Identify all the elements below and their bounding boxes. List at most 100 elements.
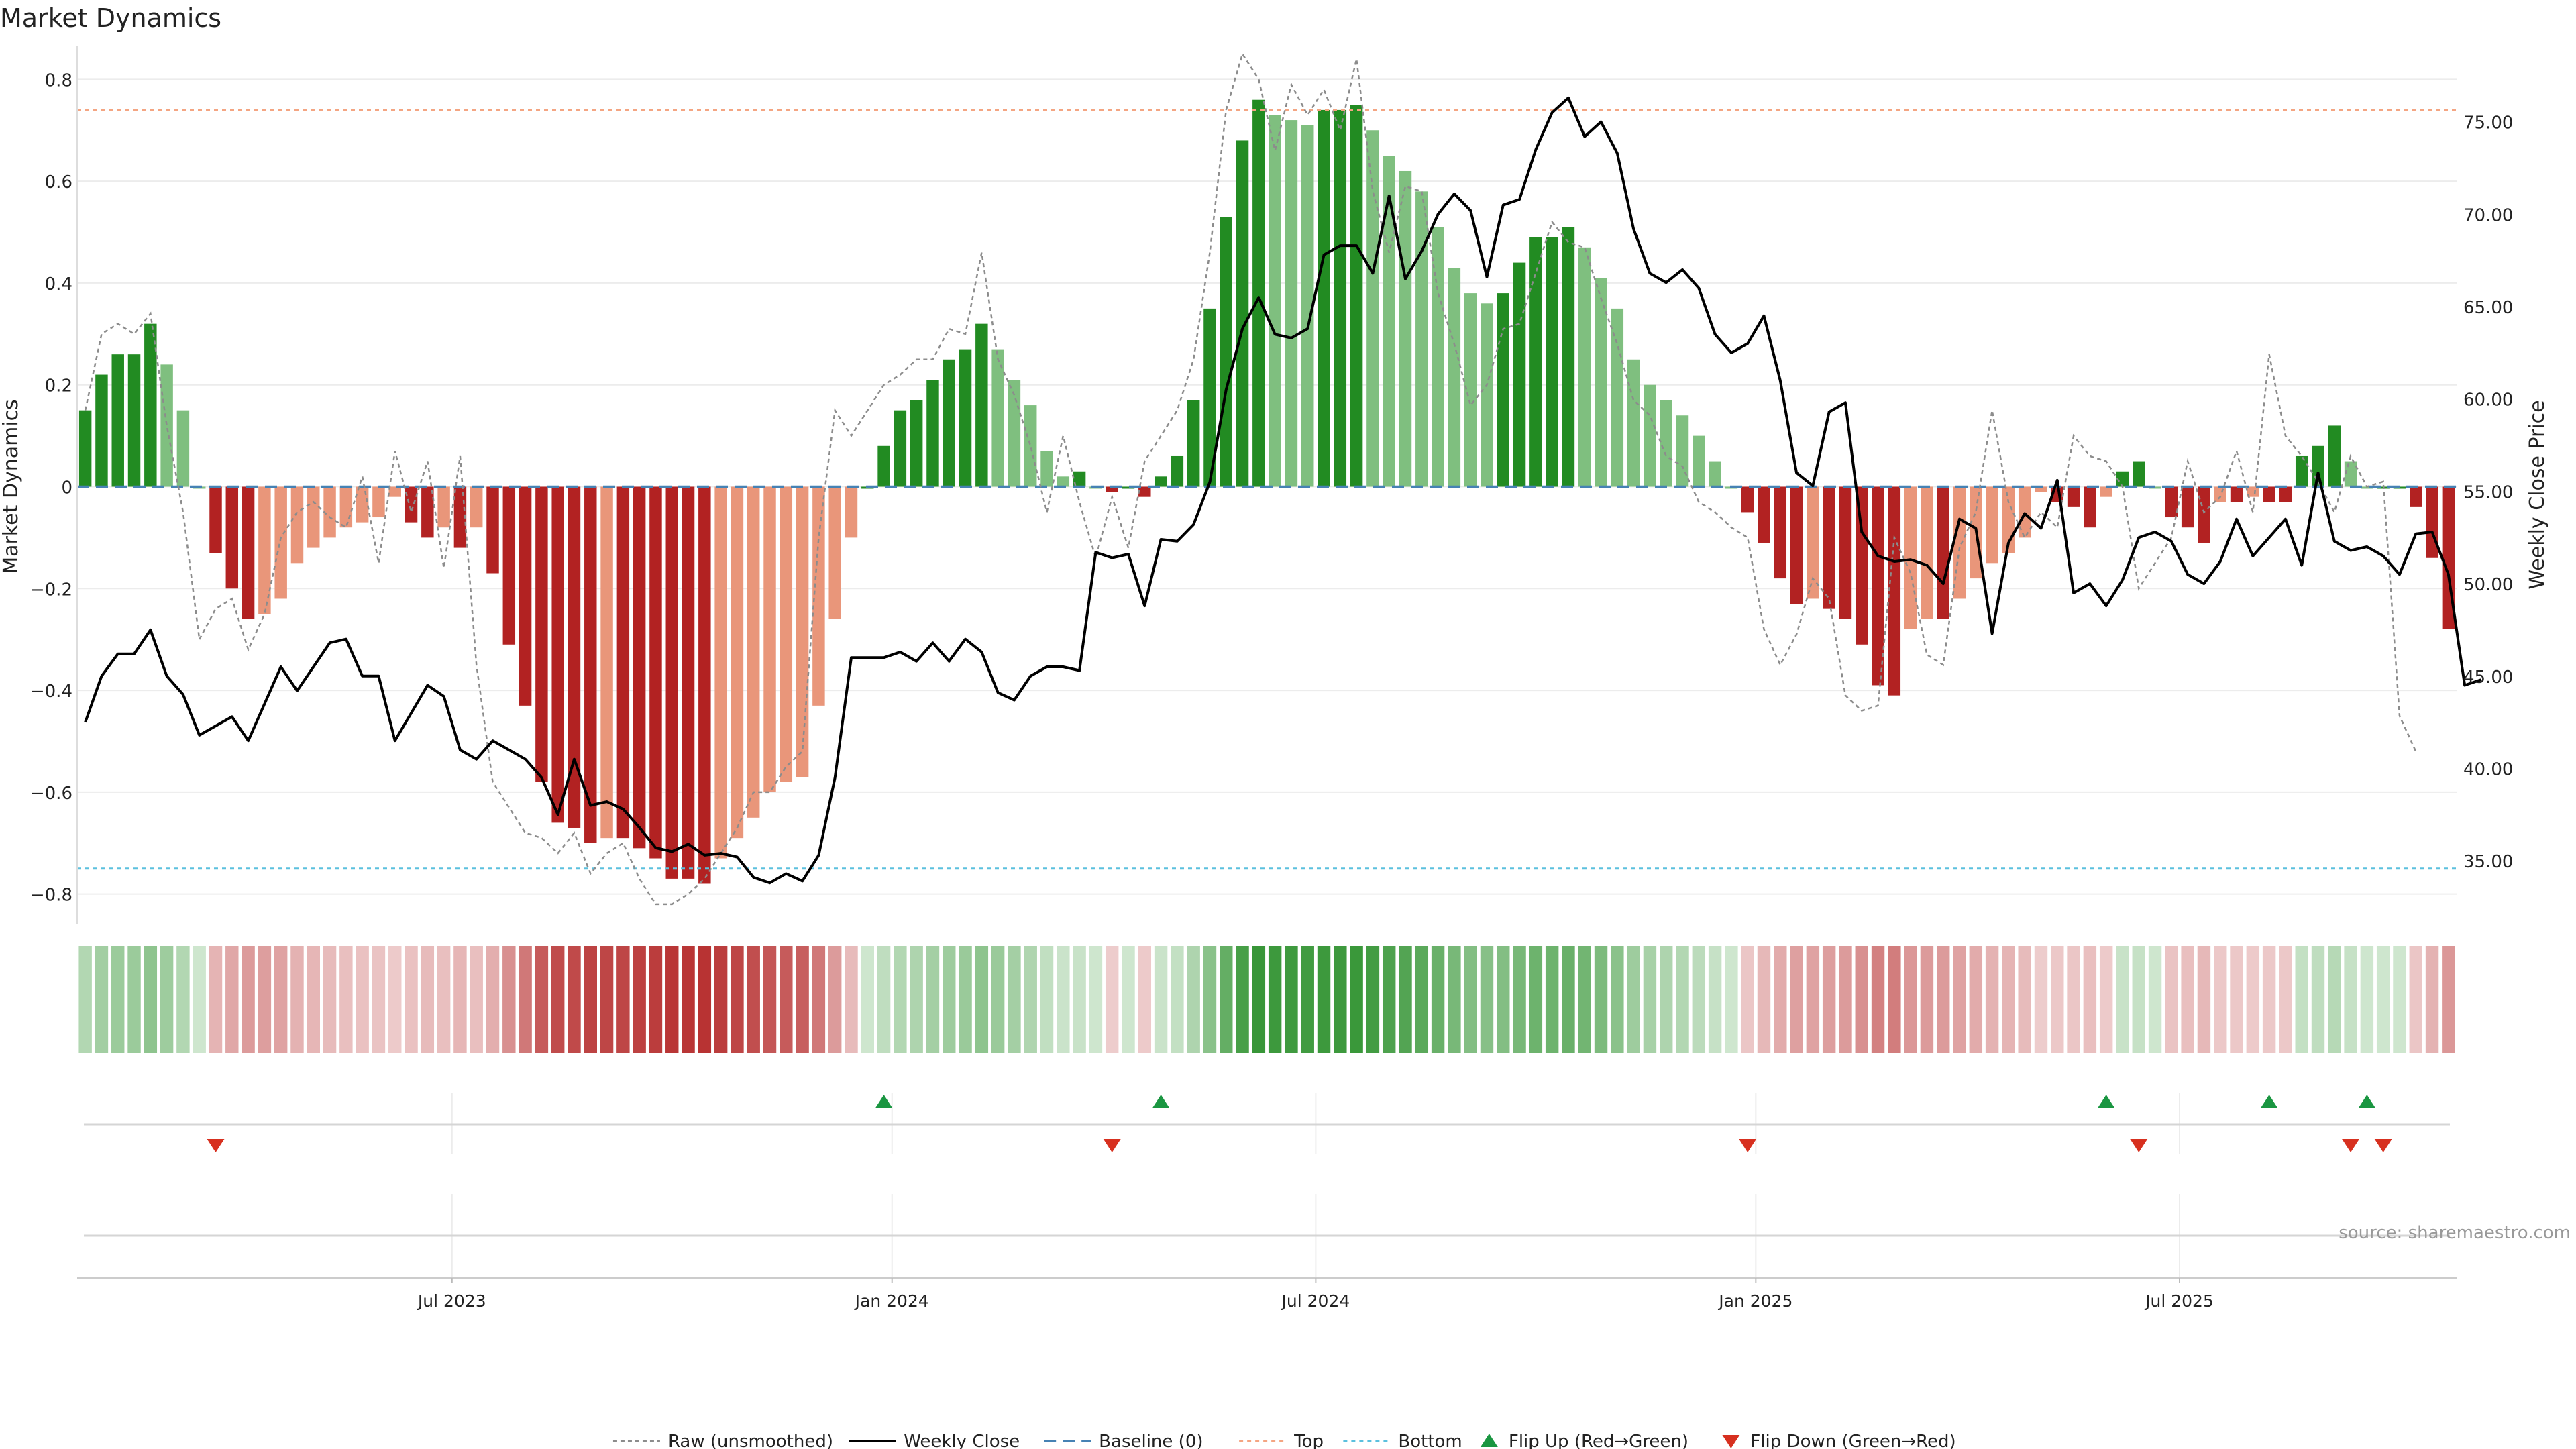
md-bar [1660,400,1672,487]
heat-cell [225,946,239,1053]
md-bar [780,486,793,782]
heat-cell [1741,946,1754,1053]
md-bar [763,486,776,792]
heat-cell [1790,946,1803,1053]
md-bar [2344,461,2357,487]
heat-cell [2067,946,2080,1053]
heat-cell [241,946,255,1053]
y-right-tick-label: 50.00 [2463,575,2513,595]
md-bar [731,486,744,839]
y-left-tick-label: −0.8 [30,885,72,906]
heat-cell [1431,946,1445,1053]
md-bar [1546,237,1558,487]
heat-cell [1089,946,1103,1053]
heat-cell [1236,946,1249,1053]
heat-cell [437,946,451,1053]
heat-cell [2409,946,2422,1053]
heat-cell [144,946,158,1053]
heat-cell [2214,946,2227,1053]
heat-cell [1382,946,1396,1053]
heat-cell [845,946,858,1053]
md-bar [1122,486,1135,489]
y-right-tick-label: 70.00 [2463,205,2513,225]
md-bar [1627,359,1640,487]
raw-line [84,52,2417,906]
md-bar [388,486,401,497]
heat-cell [2246,946,2260,1053]
heat-cell [1203,946,1217,1053]
md-bar [568,486,581,828]
heat-cell [894,946,907,1053]
heat-cell [1171,946,1184,1053]
heat-cell [2344,946,2357,1053]
heat-cell [290,946,304,1053]
heat-cell [1024,946,1037,1053]
heat-cell [1220,946,1233,1053]
heat-cell [176,946,190,1053]
heat-cell [1154,946,1168,1053]
heat-cell [1594,946,1608,1053]
md-bar [176,410,190,487]
heat-cell [714,946,728,1053]
heat-cell [95,946,109,1053]
md-bar [1676,415,1689,487]
heat-cell [405,946,418,1053]
legend-label: Raw (unsmoothed) [668,1432,833,1449]
heat-cell [991,946,1005,1053]
heat-cell [1448,946,1461,1053]
heat-cell [959,946,972,1053]
heat-cell [2165,946,2178,1053]
heat-cell [1953,946,1966,1053]
legend-item: Raw (unsmoothed) [612,1432,833,1449]
y-left-tick-label: 0 [61,478,72,498]
heat-cell [2393,946,2406,1053]
heat-cell [1073,946,1086,1053]
flip-panel [84,1095,2450,1237]
heat-cell [1774,946,1787,1053]
heat-cell [1855,946,1868,1053]
md-bar [2263,486,2275,502]
md-bar [828,486,841,619]
md-bar [1529,237,1542,487]
heat-cell [2034,946,2048,1053]
heat-cell [747,946,760,1053]
heat-cell [486,946,500,1053]
md-bar [2198,486,2210,543]
md-bar [486,486,499,574]
md-bar [1203,308,1216,487]
md-bar [1481,303,1493,487]
heat-cell [1513,946,1526,1053]
md-bar [1741,486,1754,513]
md-bar [649,486,662,859]
md-bar [1644,384,1656,487]
heat-cell [2376,946,2390,1053]
heat-cell [877,946,891,1053]
y-right-tick-label: 35.00 [2463,852,2513,872]
md-bar [535,486,548,782]
md-bar [1252,99,1265,487]
md-bar [1872,486,1884,686]
md-bar [290,486,304,564]
heat-cell [421,946,435,1053]
legend-item: Bottom [1343,1432,1462,1449]
md-bar [1383,156,1395,487]
heat-cell [1888,946,1901,1053]
heat-cell [649,946,663,1053]
legend-label: Top [1293,1432,1324,1449]
legend-label: Weekly Close [904,1432,1020,1449]
md-bar [1024,405,1037,487]
md-bar [1823,486,1835,609]
y-right-tick-label: 55.00 [2463,482,2513,502]
heat-cell [1578,946,1591,1053]
md-bar [1269,115,1281,487]
heat-cell [861,946,875,1053]
heat-cell [1480,946,1494,1053]
legend-flip-down-key [1722,1435,1740,1448]
heat-cell [910,946,923,1053]
md-bar [421,486,434,538]
md-bar [1220,217,1232,487]
heat-cell [258,946,272,1053]
md-bar [1318,109,1330,487]
heat-cell [2018,946,2031,1053]
